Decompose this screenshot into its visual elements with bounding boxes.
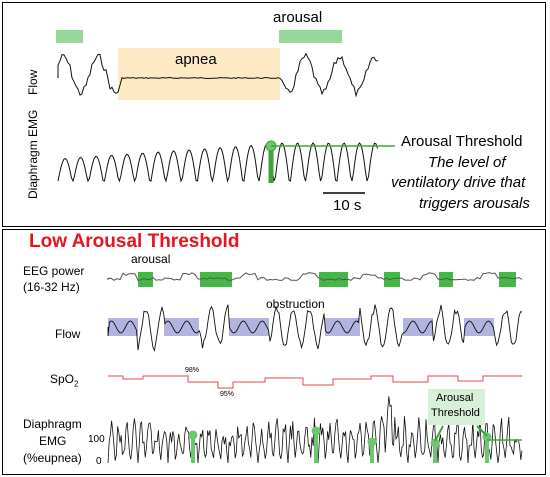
callout-arrow-right: [476, 425, 488, 437]
spo2-trace: [108, 375, 522, 389]
top-panel: arousal apnea Flow Diaphragm EMG Arousal…: [2, 2, 546, 227]
callout-line-2: Threshold: [431, 407, 480, 419]
emg-threshold-dot: [367, 437, 377, 447]
callout-line-1: Arousal: [436, 392, 474, 404]
emg-label-2: EMG: [39, 434, 67, 448]
spo2-high-label: 98%: [185, 367, 200, 374]
threshold-callout-box: [428, 389, 485, 425]
threshold-desc-3: triggers arousals: [419, 195, 530, 212]
eeg-arousal-boxes: [138, 272, 516, 287]
eeg-arousal-label: arousal: [131, 252, 171, 266]
emg-threshold-dot: [430, 438, 440, 448]
flow-obstruction-box: [164, 318, 199, 336]
eeg-label-2: (16-32 Hz): [23, 280, 80, 294]
emg-label: Diaphragm EMG: [26, 109, 40, 199]
emg-threshold-dot: [188, 430, 198, 440]
flow-label-bottom: Flow: [55, 327, 81, 341]
apnea-label: apnea: [175, 51, 217, 68]
eeg-trace: [107, 272, 523, 281]
arousal-label: arousal: [273, 9, 323, 26]
top-panel-plot: [56, 30, 395, 194]
emg-tick-100: 100: [88, 434, 105, 445]
eeg-arousal-box: [200, 272, 232, 287]
eeg-arousal-box: [384, 272, 400, 287]
emg-trace: [57, 142, 378, 183]
bottom-panel-plot: [107, 272, 523, 464]
emg-label-1: Diaphragm: [23, 417, 82, 431]
flow-trace: [57, 52, 379, 98]
callout-arrow-left: [434, 425, 444, 442]
arousal-bar-right: [279, 30, 342, 43]
eeg-arousal-box: [439, 272, 453, 287]
emg-tick-0: 0: [96, 456, 102, 467]
scale-label: 10 s: [333, 197, 362, 214]
emg-threshold-dot: [311, 426, 321, 436]
emg-threshold-markers: [188, 426, 492, 463]
flow-obstruction-box: [229, 318, 269, 336]
threshold-title: Arousal Threshold: [401, 133, 523, 150]
spo2-low-label: 95%: [220, 391, 235, 398]
eeg-label-1: EEG power: [23, 264, 85, 278]
threshold-desc-2: ventilatory drive that: [391, 174, 526, 191]
emg-label-3: (%eupnea): [23, 451, 82, 465]
apnea-box: [118, 48, 280, 100]
section-title: Low Arousal Threshold: [29, 231, 240, 252]
spo2-label: SpO2: [50, 372, 79, 389]
bottom-panel: Low Arousal Threshold EEG power (16-32 H…: [2, 229, 546, 475]
flow-obstruction-box: [464, 318, 494, 336]
flow-trace-bottom: [107, 304, 523, 352]
flow-label: Flow: [26, 69, 40, 95]
flow-obstruction-box: [108, 318, 138, 336]
threshold-desc-1: The level of: [428, 154, 506, 171]
obstruction-label: obstruction: [266, 297, 325, 311]
arousal-bar-left: [56, 30, 83, 43]
eeg-arousal-box: [499, 272, 516, 287]
